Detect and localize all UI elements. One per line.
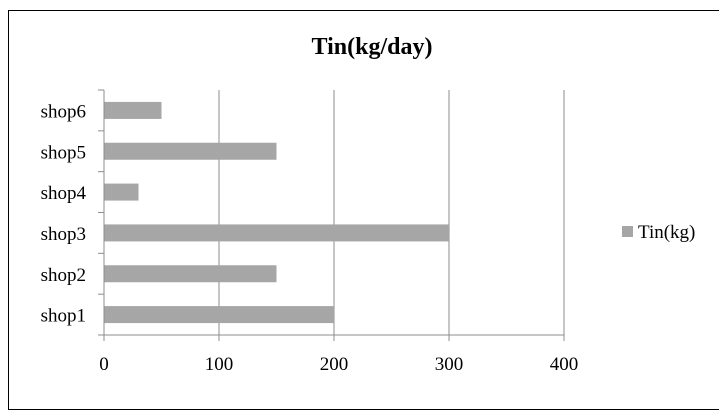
- x-tick-label: 400: [550, 354, 579, 375]
- chart-title: Tin(kg/day): [312, 34, 433, 60]
- category-label-shop6: shop6: [41, 101, 86, 122]
- category-label-shop3: shop3: [41, 224, 86, 245]
- category-label-shop1: shop1: [41, 306, 86, 327]
- axes: [98, 89, 565, 341]
- category-label-shop5: shop5: [41, 142, 86, 163]
- legend: Tin(kg): [622, 222, 695, 243]
- bar-chart: Tin(kg/day) shop1shop2shop3shop4shop5sho…: [41, 34, 696, 375]
- x-tick-label: 300: [435, 354, 464, 375]
- bar-shop5: [104, 142, 277, 160]
- bars: [104, 101, 449, 324]
- bar-shop4: [104, 183, 139, 201]
- category-label-shop2: shop2: [41, 265, 86, 286]
- chart-frame: [8, 10, 719, 410]
- x-tick-label: 0: [99, 354, 109, 375]
- tick-labels: 0 100 200 300 400: [99, 354, 578, 375]
- legend-label: Tin(kg): [638, 222, 695, 243]
- x-tick-label: 100: [205, 354, 234, 375]
- legend-swatch: [622, 226, 633, 237]
- grid-lines: [218, 90, 565, 335]
- bar-shop6: [104, 101, 162, 119]
- bar-shop3: [104, 224, 449, 242]
- x-tick-label: 200: [320, 354, 349, 375]
- bar-shop1: [104, 306, 334, 324]
- bar-shop2: [104, 265, 277, 283]
- category-labels: shop1 shop2 shop3 shop4 shop5 shop6: [41, 101, 87, 326]
- category-label-shop4: shop4: [41, 183, 87, 204]
